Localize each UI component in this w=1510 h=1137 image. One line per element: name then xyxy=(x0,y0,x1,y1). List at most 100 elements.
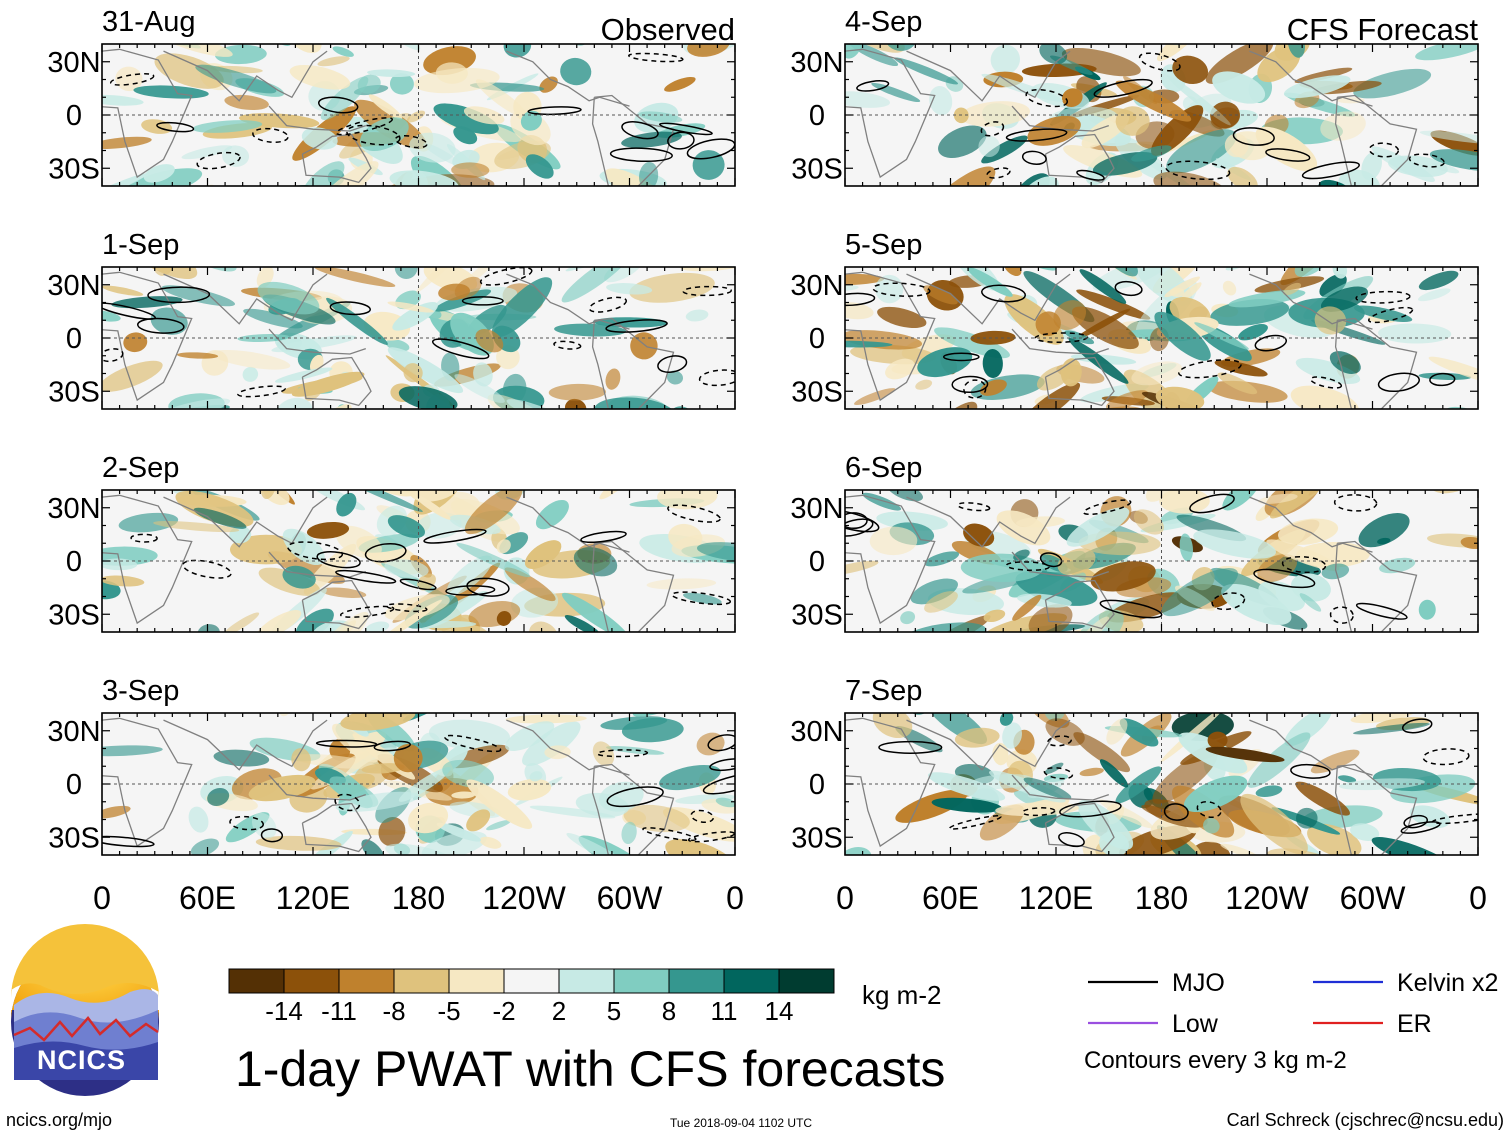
pwat-anomaly-blob xyxy=(466,809,491,832)
pwat-anomaly-blob xyxy=(359,117,409,152)
pwat-anomaly-blob xyxy=(1079,767,1104,777)
pwat-anomaly-blob xyxy=(219,638,256,674)
pwat-anomaly-blob xyxy=(436,822,481,842)
pwat-anomaly-blob xyxy=(1247,205,1309,249)
pwat-anomaly-blob xyxy=(910,578,958,605)
pwat-anomaly-blob xyxy=(625,657,664,692)
pwat-anomaly-blob xyxy=(461,666,526,720)
pwat-anomaly-blob xyxy=(845,340,893,348)
pwat-anomaly-blob xyxy=(1295,781,1350,816)
pwat-anomaly-blob xyxy=(226,429,284,470)
pwat-anomaly-blob xyxy=(275,367,333,383)
pwat-anomaly-blob xyxy=(944,190,1022,234)
pwat-anomaly-blob xyxy=(1115,80,1192,122)
mjo-contour xyxy=(260,828,284,843)
pwat-anomaly-blob xyxy=(1099,759,1129,788)
pwat-anomaly-blob xyxy=(1339,778,1425,791)
pwat-anomaly-blob xyxy=(658,185,735,234)
pwat-anomaly-blob xyxy=(342,490,423,512)
pwat-anomaly-blob xyxy=(621,717,684,743)
pwat-anomaly-blob xyxy=(456,543,531,578)
mjo-contour xyxy=(110,73,155,86)
pwat-anomaly-blob xyxy=(1144,234,1179,269)
pwat-anomaly-blob xyxy=(628,208,684,258)
pwat-anomaly-blob xyxy=(1320,286,1369,312)
mjo-contour xyxy=(334,793,361,812)
mjo-contour xyxy=(878,740,943,754)
site-link[interactable]: ncics.org/mjo xyxy=(6,1110,113,1130)
pwat-anomaly-blob xyxy=(1354,199,1424,255)
pwat-anomaly-blob xyxy=(1090,561,1156,592)
pwat-anomaly-blob xyxy=(529,771,543,782)
pwat-anomaly-blob xyxy=(1044,713,1066,722)
pwat-anomaly-blob xyxy=(504,567,556,602)
colorbar-swatch xyxy=(338,968,395,994)
pwat-anomaly-blob xyxy=(102,360,163,392)
pwat-anomaly-blob xyxy=(1106,390,1149,409)
pwat-anomaly-blob xyxy=(102,575,145,587)
map-panel: 30N 0 30S 6-Sep xyxy=(790,428,1479,685)
pwat-anomaly-blob xyxy=(1028,604,1073,632)
pwat-anomaly-blob xyxy=(1077,616,1110,632)
coastline xyxy=(163,50,328,102)
pwat-anomaly-blob xyxy=(1332,432,1395,492)
pwat-anomaly-blob xyxy=(1424,633,1455,660)
mjo-contour xyxy=(444,734,502,753)
pwat-anomaly-blob xyxy=(594,197,672,247)
pwat-anomaly-blob xyxy=(102,285,144,296)
pwat-anomaly-blob xyxy=(466,779,533,829)
pwat-anomaly-blob xyxy=(624,637,657,669)
pwat-anomaly-blob xyxy=(551,216,624,269)
mjo-contour xyxy=(237,385,286,398)
colorbar-tick-label: 11 xyxy=(711,996,738,1026)
legend-label: MJO xyxy=(1172,969,1225,997)
colorbar-swatch xyxy=(503,968,560,994)
pwat-anomaly-blob xyxy=(1198,0,1273,41)
ncics-logo xyxy=(11,924,159,1096)
pwat-anomaly-blob xyxy=(962,625,1026,678)
pwat-anomaly-blob xyxy=(1219,642,1257,660)
pwat-anomaly-blob xyxy=(960,553,1043,583)
colorbar-swatch xyxy=(723,968,780,994)
pwat-anomaly-blob xyxy=(989,770,1066,803)
pwat-anomaly-blob xyxy=(646,578,717,590)
pwat-anomaly-blob xyxy=(335,791,419,812)
pwat-anomaly-blob xyxy=(687,44,730,57)
pwat-anomaly-blob xyxy=(606,283,653,295)
pwat-anomaly-blob xyxy=(331,405,413,475)
pwat-anomaly-blob xyxy=(102,580,121,600)
mjo-contour xyxy=(316,551,361,569)
y-tick-label: 0 xyxy=(809,546,825,578)
pwat-anomaly-blob xyxy=(178,0,197,1)
y-tick-label: 30S xyxy=(791,376,843,408)
pwat-anomaly-blob xyxy=(525,154,554,179)
pwat-anomaly-blob xyxy=(1205,746,1285,763)
pwat-anomaly-blob xyxy=(1115,106,1150,136)
pwat-anomaly-blob xyxy=(501,630,555,654)
pwat-anomaly-blob xyxy=(222,145,250,167)
pwat-anomaly-blob xyxy=(485,212,538,250)
coastline xyxy=(1044,579,1115,630)
pwat-anomaly-blob xyxy=(496,539,511,554)
mjo-contour xyxy=(981,284,1026,303)
pwat-anomaly-blob xyxy=(1033,655,1066,685)
pwat-anomaly-blob xyxy=(530,406,560,438)
pwat-anomaly-blob xyxy=(100,406,161,447)
pwat-anomaly-blob xyxy=(581,232,608,259)
colorbar-tick-label: 14 xyxy=(765,996,794,1026)
pwat-anomaly-blob xyxy=(1238,324,1268,341)
pwat-anomaly-blob xyxy=(1348,192,1423,254)
mjo-contour xyxy=(130,533,158,543)
pwat-anomaly-blob xyxy=(573,547,618,577)
coastline xyxy=(1334,94,1418,186)
pwat-anomaly-blob xyxy=(409,490,461,502)
pwat-anomaly-blob xyxy=(326,297,388,345)
pwat-anomaly-blob xyxy=(1430,187,1472,222)
pwat-anomaly-blob xyxy=(384,594,450,621)
pwat-anomaly-blob xyxy=(161,285,236,307)
pwat-anomaly-blob xyxy=(1002,722,1022,749)
pwat-anomaly-blob xyxy=(230,534,302,565)
mjo-contour xyxy=(1422,748,1470,766)
pwat-anomaly-blob xyxy=(1375,428,1419,464)
pwat-anomaly-blob xyxy=(318,13,336,34)
